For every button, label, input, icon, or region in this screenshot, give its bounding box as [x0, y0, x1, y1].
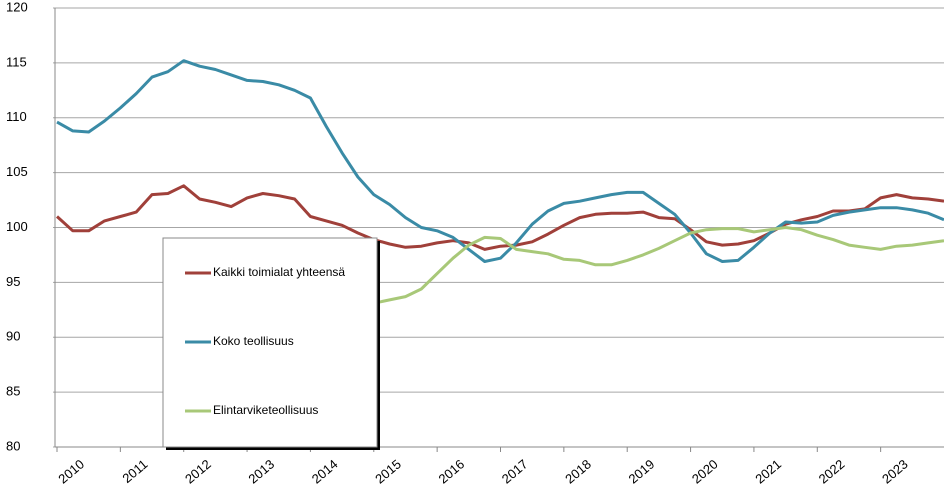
x-tick-label: 2012	[182, 456, 214, 486]
x-tick-label: 2022	[816, 456, 848, 486]
y-tick-label: 115	[6, 54, 27, 69]
y-tick-label: 105	[6, 164, 28, 179]
y-tick-label: 90	[6, 329, 20, 344]
x-tick-label: 2023	[879, 456, 911, 486]
series-line	[56, 59, 944, 263]
x-tick-label: 2013	[245, 456, 277, 486]
x-tick-label: 2014	[309, 456, 341, 486]
x-tick-label: 2018	[562, 456, 594, 486]
x-tick-label: 2016	[435, 456, 467, 486]
x-tick-label: 2015	[372, 456, 404, 486]
y-tick-label: 85	[6, 384, 20, 399]
legend-label: Koko teollisuus	[213, 334, 294, 348]
legend-label: Elintarviketeollisuus	[213, 403, 318, 417]
x-tick-label: 2019	[626, 456, 658, 486]
x-tick-label: 2010	[55, 456, 87, 486]
x-tick-label: 2011	[119, 456, 150, 485]
legend-label: Kaikki toimialat yhteensä	[213, 265, 345, 279]
x-tick-label: 2017	[499, 456, 531, 486]
x-tick-label: 2021	[752, 456, 784, 486]
y-tick-label: 120	[6, 0, 28, 14]
y-tick-label: 100	[6, 219, 28, 234]
y-tick-label: 80	[6, 438, 20, 453]
y-tick-label: 95	[6, 274, 20, 289]
y-tick-label: 110	[6, 109, 27, 124]
x-tick-label: 2020	[689, 456, 721, 486]
series-line	[373, 226, 944, 305]
